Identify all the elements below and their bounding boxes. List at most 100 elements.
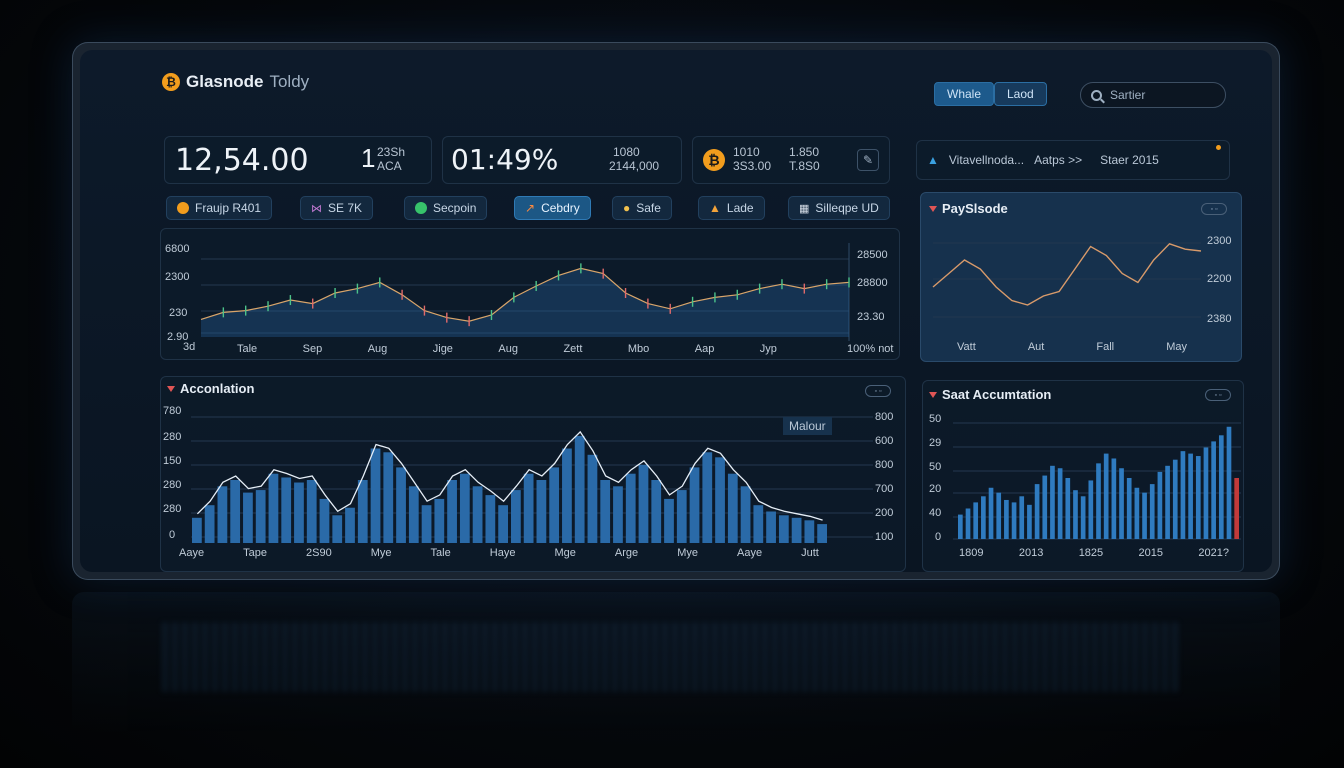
accum-bar [485, 495, 496, 543]
saat-bar [1042, 475, 1048, 539]
saat-bar [965, 508, 971, 539]
chip-label: SE 7K [328, 201, 363, 215]
accum-bar [689, 467, 700, 543]
stat-card-coin: ₿ 1010 3S3.00 1.850 T.8S0 ✎ [692, 136, 890, 184]
accum-bar [370, 448, 381, 543]
accum-bar [727, 473, 738, 543]
chip-se[interactable]: ⋈ SE 7K [300, 196, 374, 220]
saat-bar [1165, 465, 1170, 539]
price-value: 12,54.00 [175, 143, 309, 178]
chip-label: Fraujp R401 [195, 201, 262, 215]
x-axis: Aaye Tape 2S90 Mye Tale Haye Mge Arge My… [179, 547, 819, 559]
accum-bar [396, 467, 406, 543]
price-sub-line2: ACA [377, 159, 402, 173]
x-tick: Fall [1096, 341, 1115, 353]
price-chart[interactable] [161, 229, 901, 361]
search-input[interactable]: Sartier [1080, 82, 1226, 108]
x-axis: Tale Sep Aug Jige Aug Zett Mbo Aap Jyp [237, 343, 777, 355]
x-tick: Aug [367, 343, 388, 355]
accum-bar [434, 498, 445, 543]
accum-bar [587, 454, 598, 543]
edit-icon[interactable]: ✎ [857, 149, 879, 171]
x-corner-label: 100% not [847, 343, 894, 355]
toggle-switch[interactable]: ▫ ▫ [865, 385, 891, 397]
y-tick-right: 200 [875, 507, 894, 519]
price-chart-panel: 6800 2300 230 2.90 3d 28500 28800 23.30 … [160, 228, 900, 360]
y-tick-right: 700 [875, 483, 894, 495]
x-tick: Mye [370, 547, 392, 559]
chip-label: Secpoin [433, 201, 477, 215]
load-button[interactable]: Laod [994, 82, 1047, 106]
y-tick-left: 0 [935, 531, 942, 543]
accum-bar [778, 515, 789, 543]
saat-bar [1134, 487, 1140, 539]
info-strip[interactable]: ▲ Vitavellnoda... Aatps >> Staer 2015 [916, 140, 1230, 180]
user-icon: ▲ [709, 201, 721, 215]
saat-accumulation-chart[interactable] [923, 381, 1245, 572]
x-tick: Tale [430, 547, 451, 559]
saat-bar [1073, 490, 1078, 539]
saat-bar [1103, 453, 1109, 539]
x-tick: Mge [554, 547, 576, 559]
y-tick-left: 230 [169, 307, 188, 319]
x-tick: Tape [243, 547, 267, 559]
y-tick-left: 280 [163, 503, 182, 515]
y-tick-right: 28500 [857, 249, 888, 261]
chip-cebdry[interactable]: ↗ Cebdry [514, 196, 591, 220]
coin-line2-b: T.8S0 [789, 159, 820, 173]
accum-bar [676, 490, 687, 543]
saat-bar [1188, 453, 1193, 539]
accum-bar [255, 490, 266, 543]
x-tick: 1825 [1078, 547, 1104, 559]
saat-bar [1218, 435, 1224, 539]
accum-bar [306, 480, 317, 543]
dashboard-screen: ₿ Glasnode Toldy Whale Laod Sartier 12,54… [80, 50, 1272, 572]
side-chart-title-text: PaySlsode [942, 201, 1008, 216]
collapse-icon [167, 385, 175, 392]
whale-button[interactable]: Whale [934, 82, 995, 106]
accum-bar [230, 480, 241, 543]
x-axis: 1809 2013 1825 2015 2021? [959, 547, 1229, 559]
accumulation-chart[interactable] [161, 377, 907, 572]
grid-icon: ▦ [799, 202, 810, 215]
y-tick-right: 2300 [1207, 235, 1232, 247]
accum-bar [625, 473, 636, 543]
accum-bar [817, 524, 827, 543]
saat-bar [1027, 504, 1032, 539]
x-tick: Jutt [801, 547, 819, 559]
chip-fraujp[interactable]: Fraujp R401 [166, 196, 273, 220]
chip-secpoin[interactable]: Secpoin [404, 196, 488, 220]
accumulation-panel: Acconlation ▫ ▫ Malour 780 280 150 280 2… [160, 376, 906, 572]
toggle-switch[interactable]: ▫ ▫ [1205, 389, 1231, 401]
toggle-switch[interactable]: ▫ ▫ [1201, 203, 1227, 215]
saat-title-text: Saat Accumtation [942, 387, 1052, 402]
accum-bar [702, 452, 713, 543]
brand-logo[interactable]: ₿ Glasnode Toldy [162, 72, 309, 92]
x-tick: Zett [563, 343, 583, 355]
side-line-chart[interactable] [921, 193, 1243, 363]
accum-bar [613, 486, 623, 543]
up-arrow-icon: ▲ [927, 153, 939, 167]
saat-bar [973, 502, 979, 539]
accum-bar [804, 520, 815, 543]
accum-bar [574, 435, 585, 543]
y-tick-right: 100 [875, 531, 894, 543]
green-coin-icon [415, 202, 427, 214]
y-tick-left: 50 [929, 461, 942, 473]
brand-name: Glasnode [186, 72, 264, 91]
y-tick-left: 20 [929, 483, 942, 495]
chip-safe[interactable]: ● Safe [612, 196, 672, 220]
chip-lade[interactable]: ▲ Lade [698, 196, 765, 220]
saat-bar [1080, 496, 1086, 539]
accum-bar [523, 473, 534, 543]
side-line [932, 242, 1202, 306]
search-icon [1091, 89, 1102, 101]
y-tick-left: 280 [163, 479, 182, 491]
coin-line1-a: 1010 [733, 145, 760, 159]
accum-bar [408, 486, 419, 543]
x-tick: Aug [498, 343, 518, 355]
chip-silleqpe[interactable]: ▦ Silleqpe UD [788, 196, 890, 220]
y-tick-left: 0 [169, 529, 176, 541]
collapse-icon [929, 391, 937, 398]
y-tick-left: 29 [929, 437, 942, 449]
